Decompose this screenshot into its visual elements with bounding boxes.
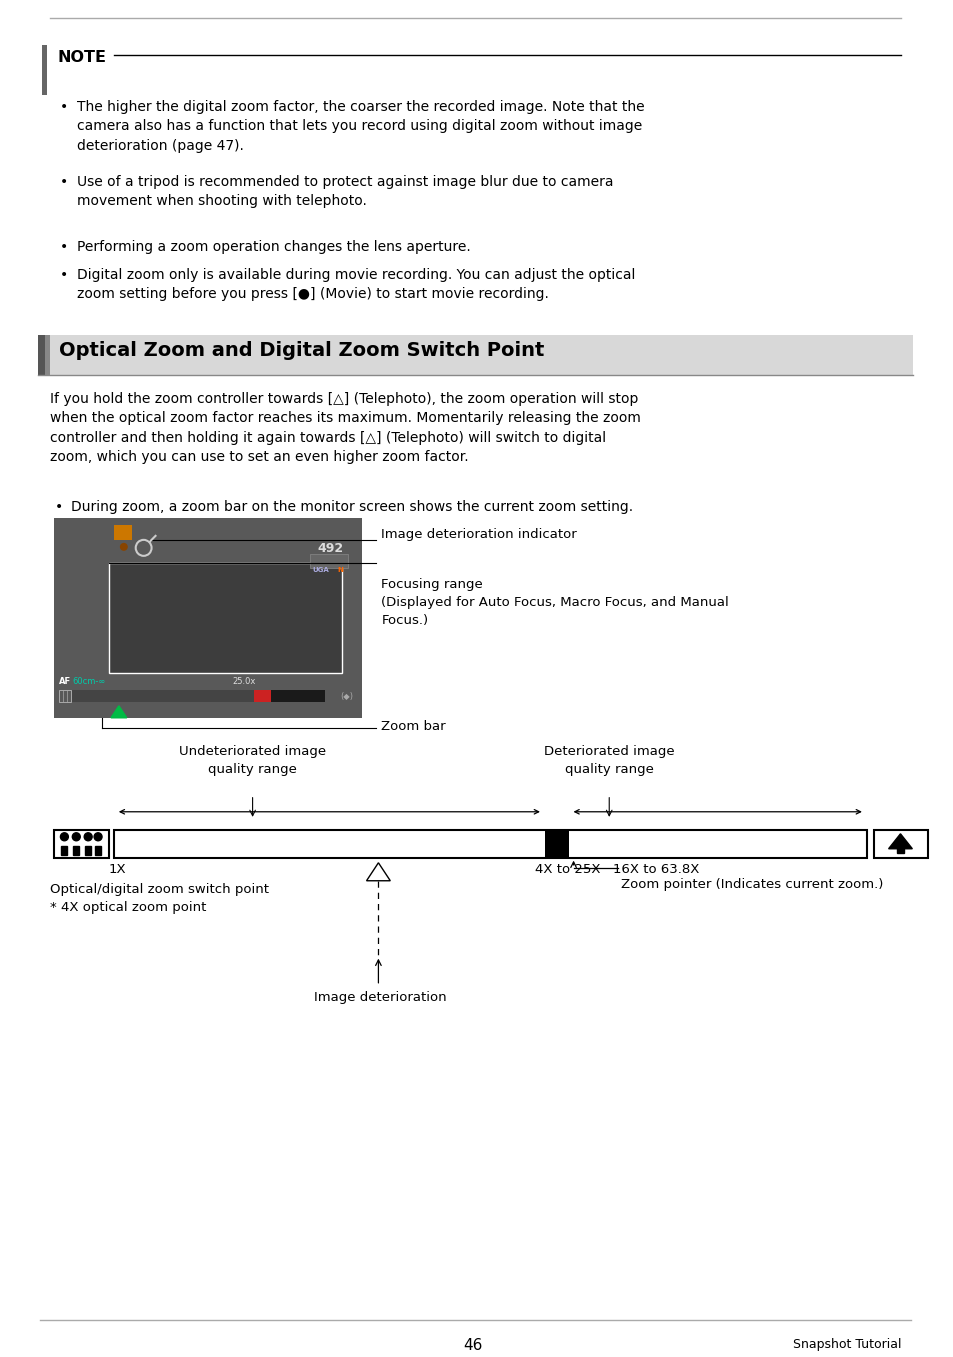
Circle shape [94, 833, 102, 841]
Bar [113, 525, 132, 540]
Text: Undeteriorated image
quality range: Undeteriorated image quality range [179, 745, 326, 776]
Bar [85, 845, 91, 855]
Text: Snapshot Tutorial: Snapshot Tutorial [792, 1338, 901, 1350]
Bar [61, 845, 68, 855]
Text: •: • [59, 175, 68, 189]
Bar [896, 844, 903, 852]
Text: The higher the digital zoom factor, the coarser the recorded image. Note that th: The higher the digital zoom factor, the … [77, 100, 644, 153]
Text: N: N [337, 567, 343, 573]
Circle shape [120, 543, 128, 551]
Bar [113, 829, 866, 858]
Polygon shape [366, 863, 390, 881]
Text: Optical/digital zoom switch point
* 4X optical zoom point: Optical/digital zoom switch point * 4X o… [50, 883, 268, 913]
Bar [72, 689, 325, 702]
Text: 492: 492 [317, 541, 343, 555]
Circle shape [84, 833, 92, 841]
Text: Deteriorated image
quality range: Deteriorated image quality range [543, 745, 674, 776]
Text: 1X: 1X [109, 863, 127, 875]
Text: •: • [54, 499, 63, 514]
Bar [54, 518, 361, 718]
Text: (◆): (◆) [339, 692, 353, 700]
Text: Performing a zoom operation changes the lens aperture.: Performing a zoom operation changes the … [77, 240, 471, 254]
Bar [73, 845, 79, 855]
Text: 60cm-∞: 60cm-∞ [72, 677, 106, 685]
Text: AF: AF [59, 677, 71, 685]
Text: Zoom pointer (Indicates current zoom.): Zoom pointer (Indicates current zoom.) [620, 878, 882, 890]
Bar [873, 829, 927, 858]
Text: Use of a tripod is recommended to protect against image blur due to camera
movem: Use of a tripod is recommended to protec… [77, 175, 613, 209]
Text: •: • [59, 240, 68, 254]
Text: •: • [59, 267, 68, 282]
Polygon shape [111, 706, 127, 718]
Text: Image deterioration: Image deterioration [314, 991, 446, 1004]
Bar [253, 689, 272, 702]
Bar [45, 335, 50, 375]
Text: Digital zoom only is available during movie recording. You can adjust the optica: Digital zoom only is available during mo… [77, 267, 635, 301]
Text: Image deterioration indicator: Image deterioration indicator [381, 528, 577, 541]
Bar [42, 45, 47, 95]
Bar [95, 845, 101, 855]
Text: UGA: UGA [312, 567, 329, 573]
Text: 4X to 25X: 4X to 25X [535, 863, 599, 875]
Bar [544, 829, 568, 858]
Text: Zoom bar: Zoom bar [381, 719, 446, 733]
Bar [37, 335, 45, 375]
Text: If you hold the zoom controller towards [△] (Telephoto), the zoom operation will: If you hold the zoom controller towards … [50, 392, 639, 464]
Text: 16X to 63.8X: 16X to 63.8X [613, 863, 699, 875]
Circle shape [72, 833, 80, 841]
Bar [310, 554, 347, 567]
Bar [37, 335, 912, 375]
Text: 46: 46 [462, 1338, 481, 1353]
Bar [59, 689, 71, 702]
Bar [109, 563, 341, 673]
Text: During zoom, a zoom bar on the monitor screen shows the current zoom setting.: During zoom, a zoom bar on the monitor s… [71, 499, 633, 514]
Text: Optical Zoom and Digital Zoom Switch Point: Optical Zoom and Digital Zoom Switch Poi… [59, 341, 544, 360]
Text: NOTE: NOTE [57, 50, 107, 65]
Text: •: • [59, 100, 68, 114]
Circle shape [60, 833, 69, 841]
Bar [72, 689, 253, 702]
Text: 25.0x: 25.0x [233, 677, 256, 685]
Text: Focusing range
(Displayed for Auto Focus, Macro Focus, and Manual
Focus.): Focusing range (Displayed for Auto Focus… [381, 578, 728, 627]
Polygon shape [887, 833, 911, 848]
Bar [54, 829, 109, 858]
